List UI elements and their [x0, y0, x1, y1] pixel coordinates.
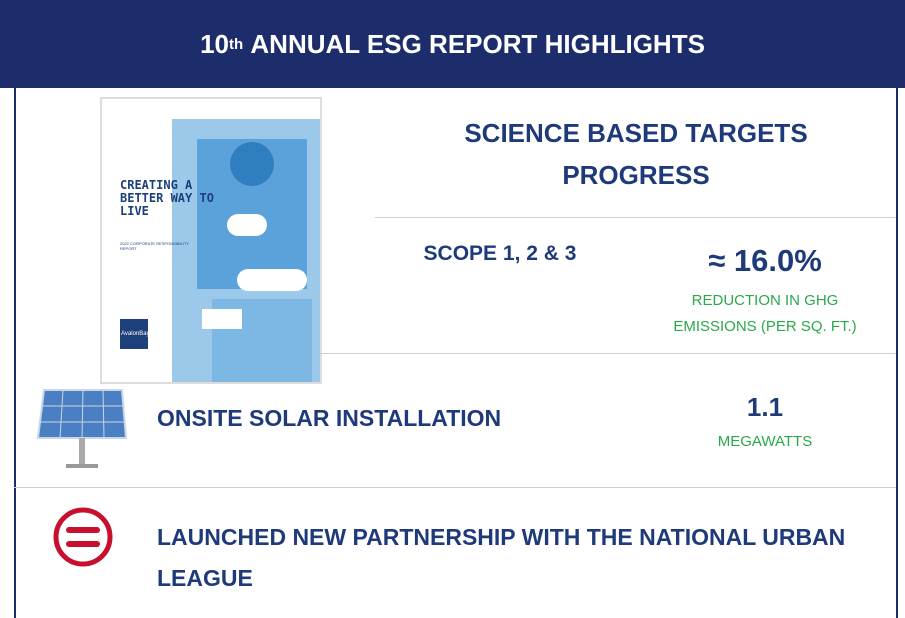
- border: [896, 88, 898, 618]
- border: [14, 88, 16, 618]
- partnership-title: LAUNCHED NEW PARTNERSHIP WITH THE NATION…: [157, 524, 846, 591]
- solar-value: 1.1: [746, 392, 784, 422]
- title-suffix: th: [228, 35, 244, 53]
- solar-title: ONSITE SOLAR INSTALLATION: [157, 405, 502, 431]
- urban-league-icon: [53, 507, 113, 567]
- solar-icon: [36, 389, 128, 468]
- reduction-value: ≈ 16.0%: [708, 243, 822, 278]
- scope-label: SCOPE 1, 2 & 3: [423, 242, 577, 265]
- divider: [375, 217, 896, 218]
- divider: [320, 353, 896, 354]
- targets-title: SCIENCE BASED TARGETS PROGRESS: [464, 118, 808, 190]
- cover-headline: CREATING A BETTER WAY TO LIVE: [120, 178, 214, 218]
- cover-subtitle: 2022 CORPORATE RESPONSIBILITY REPORT: [120, 241, 189, 251]
- title-number: 10: [200, 28, 229, 59]
- title: ANNUAL ESG REPORT HIGHLIGHTS: [250, 28, 705, 59]
- reduction-description: REDUCTION IN GHG EMISSIONS (PER SQ. FT.): [673, 292, 857, 335]
- cover-art: [120, 119, 320, 382]
- solar-unit: MEGAWATTS: [717, 433, 813, 450]
- report-cover: CREATING A BETTER WAY TO LIVE 2022 CORPO…: [100, 97, 322, 384]
- cover-brand: AvalonBay: [121, 331, 150, 337]
- divider: [14, 487, 896, 488]
